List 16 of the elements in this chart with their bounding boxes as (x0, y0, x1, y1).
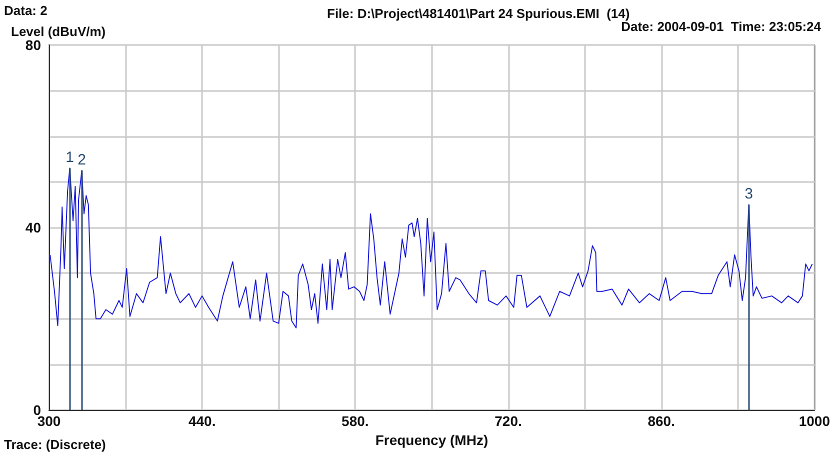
y-tick-label: 80 (25, 37, 42, 53)
annotation: 1 (66, 149, 74, 166)
text: Data: 2 (4, 3, 48, 18)
x-tick-label: 1000 (798, 413, 830, 429)
x-tick-label: 720. (494, 413, 522, 429)
text: Trace: (Discrete) (4, 437, 106, 452)
chart-title: File: D:\Project\481401\Part 24 Spurious.EMI (14) (327, 6, 630, 21)
x-axis-title: Frequency (MHz) (375, 432, 488, 448)
x-tick-label: 580. (342, 413, 369, 429)
x-tick-label: 860. (648, 413, 675, 429)
y-axis-title: Level (dBuV/m) (11, 24, 106, 40)
line-series (50, 168, 813, 328)
annotation: 3 (744, 186, 753, 203)
x-tick-label: 440. (188, 413, 216, 429)
annotation: 2 (78, 151, 86, 168)
y-tick-label: 40 (25, 220, 42, 236)
